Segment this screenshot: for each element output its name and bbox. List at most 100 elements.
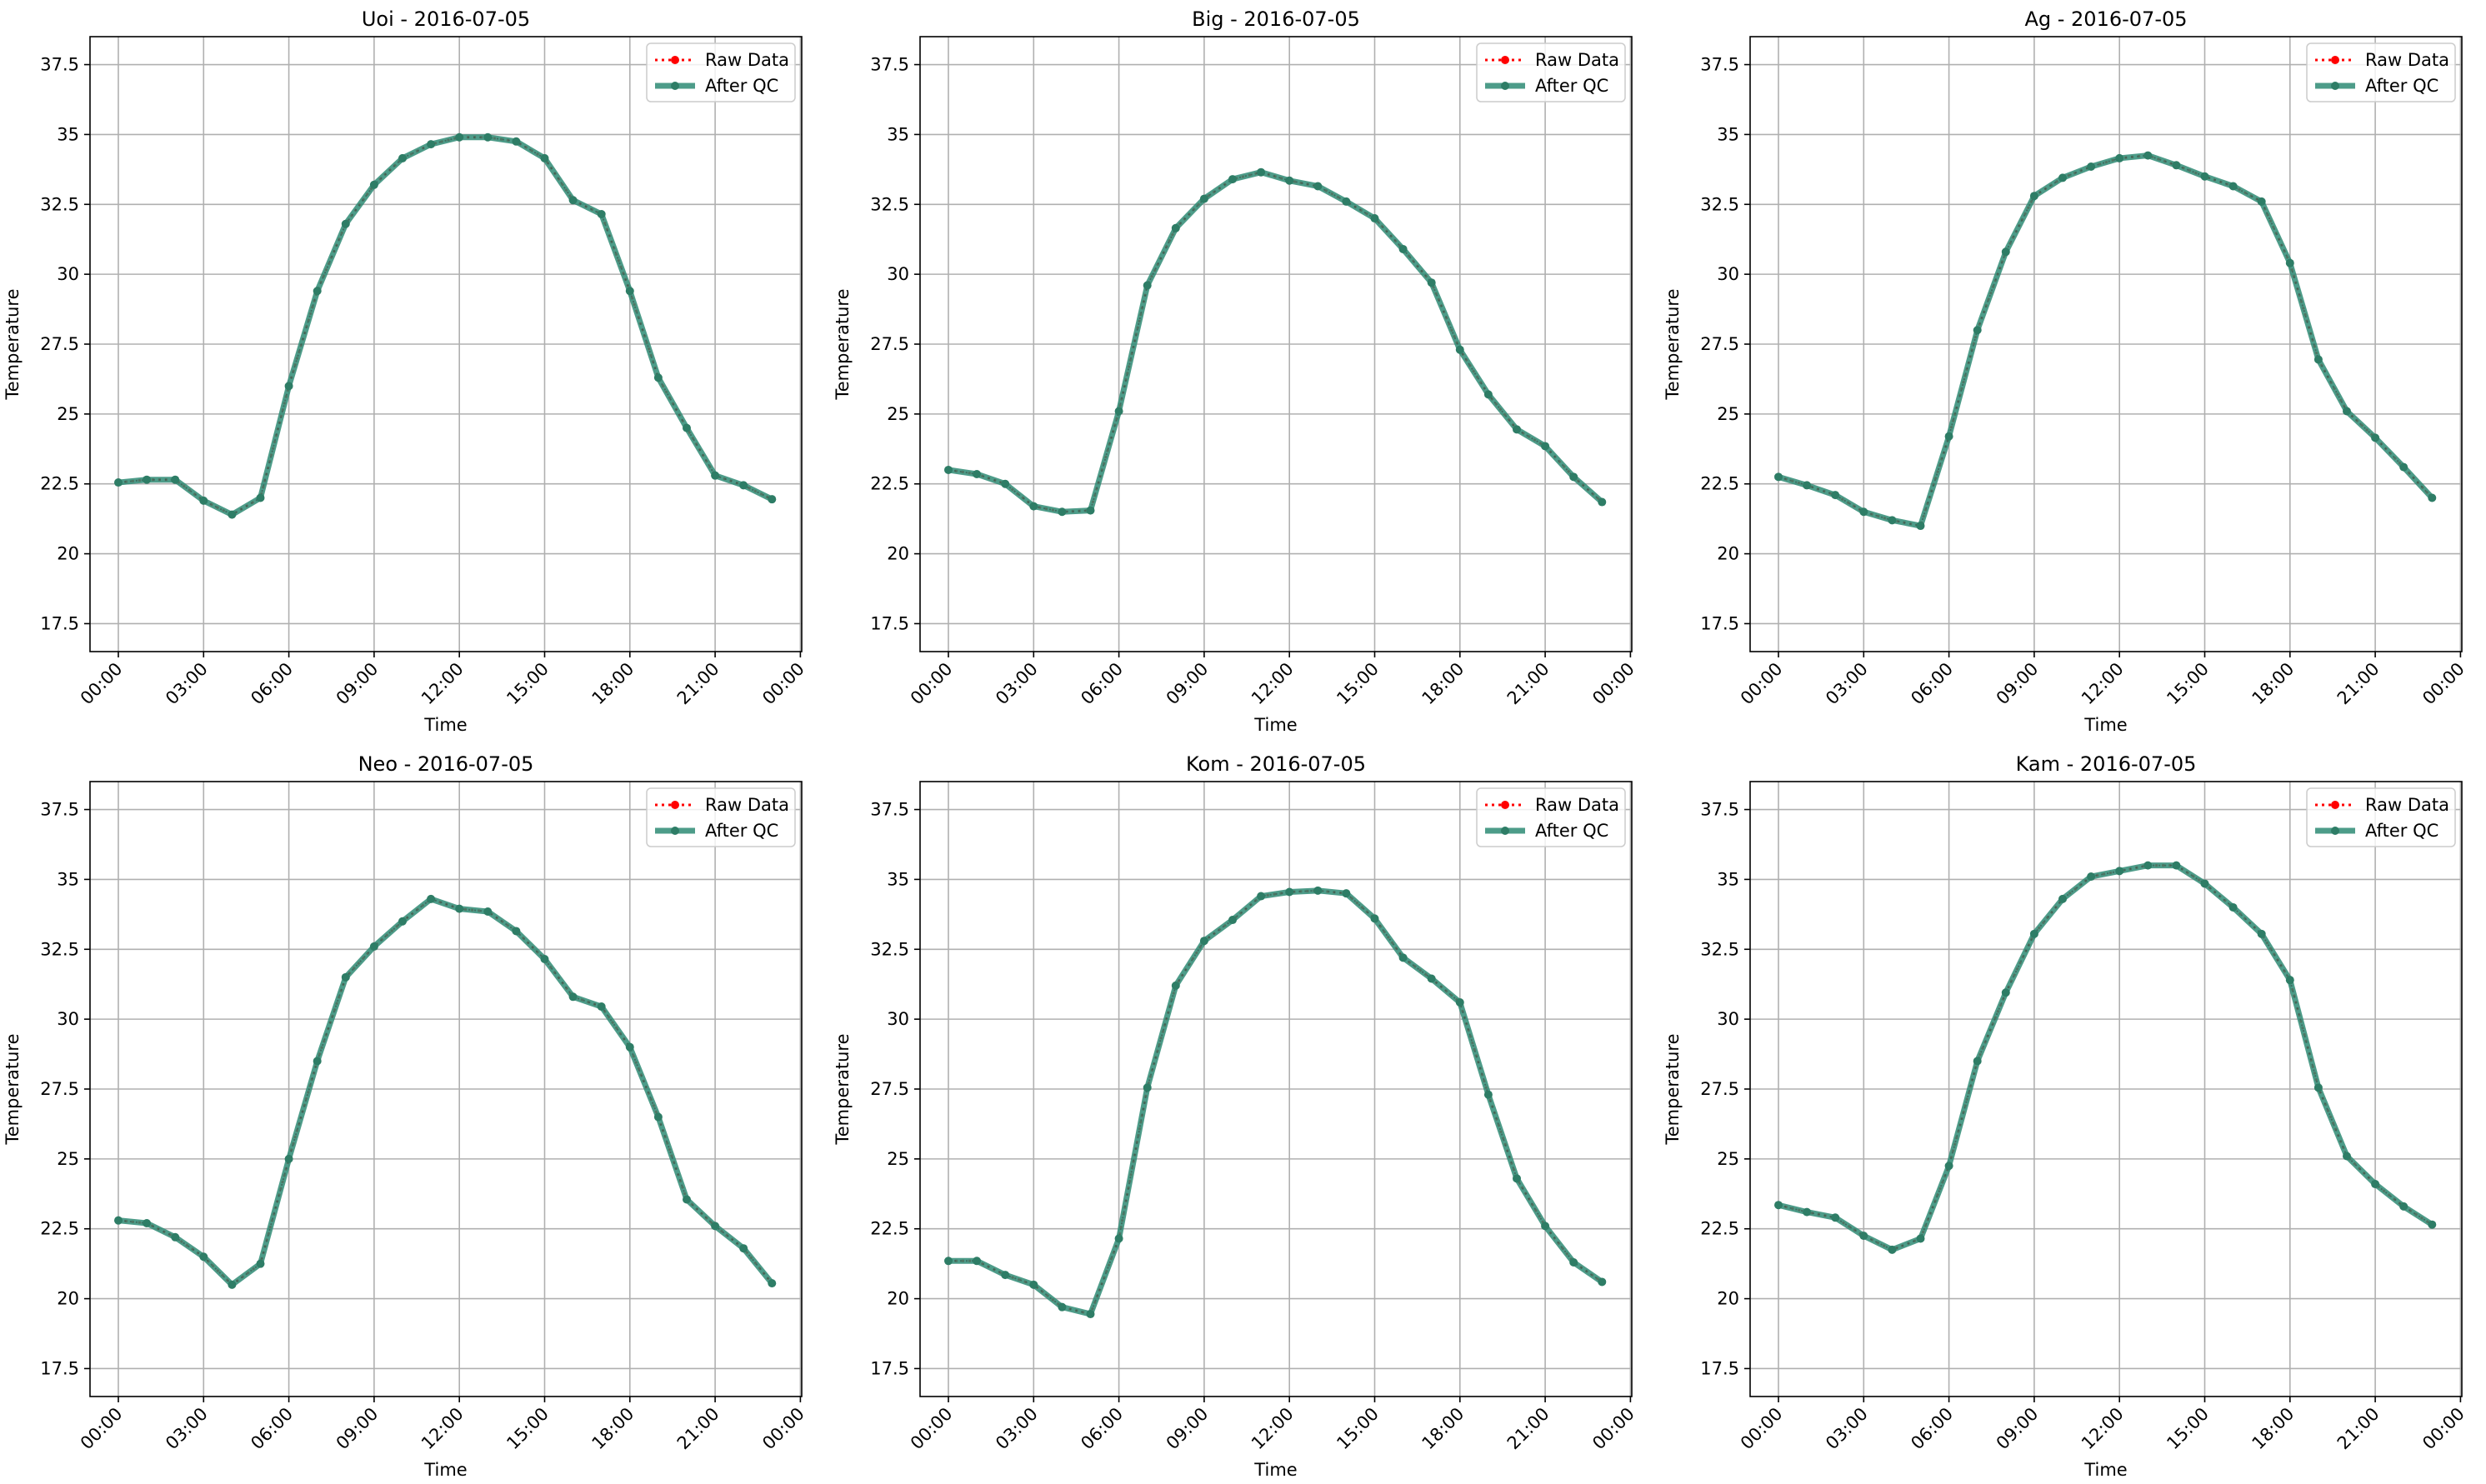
point-after-qc: [1370, 914, 1379, 923]
legend-marker-after-qc: [2331, 82, 2339, 90]
point-after-qc: [2058, 894, 2067, 903]
point-after-qc: [1143, 281, 1152, 290]
x-tick-label: 12:00: [2078, 1404, 2128, 1454]
x-tick-label: 06:00: [1077, 1404, 1127, 1454]
y-tick-label: 27.5: [1700, 1079, 1739, 1099]
x-tick-label: 06:00: [247, 1404, 297, 1454]
point-after-qc: [1774, 1201, 1783, 1210]
y-tick-label: 35: [57, 869, 79, 889]
legend-marker-after-qc: [2331, 827, 2339, 835]
point-after-qc: [1569, 1257, 1578, 1267]
point-after-qc: [341, 219, 350, 228]
x-tick-label: 18:00: [2248, 1404, 2298, 1454]
point-after-qc: [228, 510, 237, 519]
y-tick-label: 27.5: [40, 334, 79, 354]
legend-marker-after-qc: [671, 82, 679, 90]
chart-panel-1: 17.5 20 22.5 25 27.5 30 32.5 35 37.5 00:00 03:00 06…: [833, 7, 1638, 735]
chart-panel-0: 17.5 20 22.5 25 27.5 30 32.5 35 37.5 00:00 03:00 06…: [3, 7, 808, 735]
series-line-overlay: [118, 897, 773, 1287]
point-after-qc: [2001, 988, 2010, 997]
point-after-qc: [2399, 1202, 2408, 1211]
y-tick-label: 35: [887, 124, 909, 144]
point-after-qc: [1313, 886, 1323, 895]
y-tick-label: 37.5: [1700, 55, 1739, 75]
y-tick-label: 35: [1717, 124, 1739, 144]
series-line-overlay: [118, 136, 773, 516]
y-tick-label: 32.5: [870, 194, 909, 214]
x-tick-label: 21:00: [673, 659, 723, 709]
series-line-after-qc: [948, 887, 1604, 1317]
y-tick-label: 27.5: [870, 334, 909, 354]
point-after-qc: [944, 1257, 953, 1266]
legend-label-raw-data: Raw Data: [2365, 795, 2449, 815]
point-after-qc: [2257, 197, 2266, 206]
series-line-after-qc: [1778, 862, 2434, 1253]
point-after-qc: [1916, 1234, 1925, 1243]
x-tick-label: 03:00: [1822, 659, 1872, 709]
point-after-qc: [625, 1042, 634, 1052]
point-after-qc: [1228, 916, 1237, 925]
y-axis-label: Temperature: [833, 288, 853, 400]
point-after-qc: [2172, 861, 2181, 870]
point-after-qc: [284, 1154, 293, 1163]
x-axis-label: Time: [2083, 1460, 2127, 1480]
point-after-qc: [427, 894, 436, 903]
legend-label-after-qc: After QC: [705, 821, 778, 841]
y-tick-label: 25: [57, 404, 79, 424]
y-tick-label: 17.5: [870, 613, 909, 633]
y-axis-label: Temperature: [833, 1033, 853, 1145]
chart-title: Uoi - 2016-07-05: [362, 7, 530, 31]
point-after-qc: [768, 1279, 777, 1288]
point-after-qc: [1398, 953, 1408, 962]
y-tick-label: 30: [887, 264, 909, 284]
legend-marker-raw-data: [671, 801, 679, 809]
point-after-qc: [199, 496, 208, 505]
y-tick-label: 30: [887, 1009, 909, 1029]
point-after-qc: [369, 180, 378, 189]
point-after-qc: [1029, 502, 1038, 511]
series-line-after-qc: [948, 169, 1604, 515]
point-after-qc: [1086, 506, 1095, 515]
point-after-qc: [143, 475, 152, 484]
x-tick-label: 00:00: [1737, 1404, 1787, 1454]
x-tick-label: 15:00: [1333, 1404, 1383, 1454]
point-after-qc: [2285, 258, 2294, 267]
x-tick-label: 09:00: [1163, 659, 1213, 709]
point-after-qc: [540, 153, 549, 162]
legend-label-raw-data: Raw Data: [2365, 50, 2449, 70]
y-tick-label: 22.5: [870, 474, 909, 494]
point-after-qc: [1257, 892, 1266, 901]
point-after-qc: [2087, 162, 2096, 171]
point-after-qc: [711, 471, 720, 480]
y-tick-label: 37.5: [40, 800, 79, 820]
x-tick-label: 18:00: [2248, 659, 2298, 709]
point-after-qc: [512, 927, 521, 936]
point-after-qc: [398, 917, 407, 926]
point-after-qc: [1483, 1090, 1493, 1099]
point-after-qc: [256, 1259, 265, 1268]
y-tick-label: 22.5: [40, 474, 79, 494]
chart-title: Ag - 2016-07-05: [2024, 7, 2187, 31]
x-tick-label: 06:00: [1907, 1404, 1957, 1454]
x-axis-label: Time: [1253, 1460, 1297, 1480]
y-tick-label: 30: [57, 264, 79, 284]
point-after-qc: [2115, 867, 2124, 876]
y-tick-label: 17.5: [40, 1358, 79, 1378]
point-after-qc: [1342, 889, 1351, 898]
y-tick-label: 20: [887, 544, 909, 564]
y-tick-label: 20: [887, 1289, 909, 1309]
y-tick-label: 22.5: [40, 1219, 79, 1239]
point-after-qc: [1199, 937, 1208, 946]
x-tick-label: 18:00: [588, 1404, 638, 1454]
x-axis-label: Time: [423, 1460, 467, 1480]
point-after-qc: [2200, 879, 2209, 888]
x-tick-label: 15:00: [503, 1404, 553, 1454]
point-after-qc: [1916, 522, 1925, 531]
y-tick-label: 27.5: [870, 1079, 909, 1099]
series-line-after-qc: [1778, 152, 2434, 529]
legend: Raw Data After QC: [646, 42, 796, 102]
point-after-qc: [2143, 861, 2153, 870]
point-after-qc: [1944, 432, 1953, 441]
y-tick-label: 20: [57, 544, 79, 564]
point-after-qc: [540, 955, 549, 964]
